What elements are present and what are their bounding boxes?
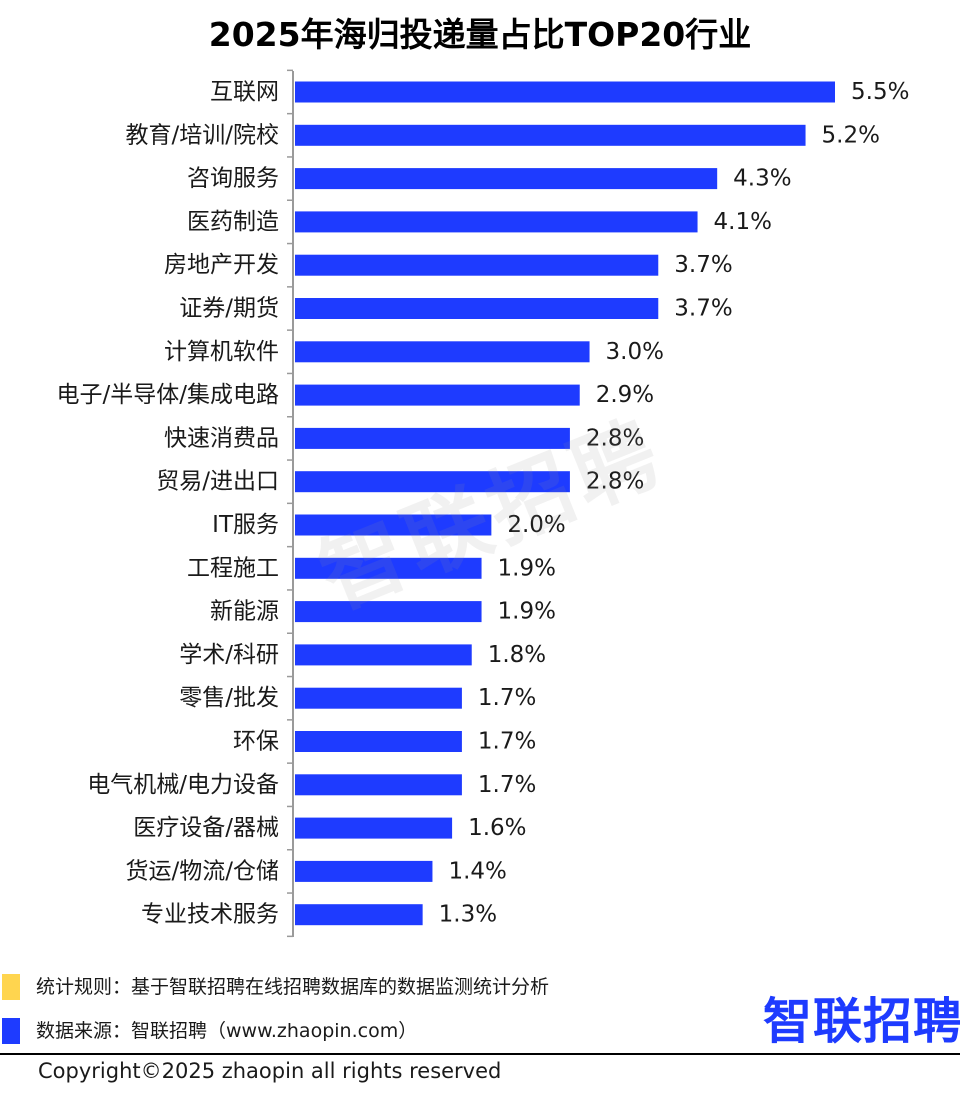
note-source-text: 数据来源：智联招聘（www.zhaopin.com） xyxy=(36,1020,418,1042)
value-label: 5.2% xyxy=(822,122,880,148)
value-label: 3.7% xyxy=(674,252,732,278)
category-label: 电气机械/电力设备 xyxy=(87,772,279,798)
bar xyxy=(295,254,659,276)
category-label: 快速消费品 xyxy=(164,425,279,451)
category-label: 医药制造 xyxy=(187,209,279,235)
bar xyxy=(295,81,835,103)
category-label: 专业技术服务 xyxy=(141,902,279,928)
bar xyxy=(295,384,580,406)
value-label: 1.7% xyxy=(478,729,536,755)
value-label: 1.3% xyxy=(439,902,497,928)
bars xyxy=(295,81,835,926)
bar xyxy=(295,860,433,882)
bar xyxy=(295,644,472,666)
bar xyxy=(295,817,453,839)
bar xyxy=(295,687,462,709)
category-label: 新能源 xyxy=(210,599,279,625)
bar xyxy=(295,601,482,623)
bar xyxy=(295,471,570,493)
category-label: 房地产开发 xyxy=(164,252,279,278)
bar xyxy=(295,557,482,579)
note-rule-text: 统计规则：基于智联招聘在线招聘数据库的数据监测统计分析 xyxy=(36,976,550,998)
category-label: 电子/半导体/集成电路 xyxy=(57,382,280,408)
value-label: 5.5% xyxy=(851,79,909,105)
category-label: 零售/批发 xyxy=(179,685,279,711)
category-label: 医疗设备/器械 xyxy=(133,815,279,841)
value-label: 1.7% xyxy=(478,772,536,798)
value-label: 2.9% xyxy=(596,382,654,408)
value-label: 1.8% xyxy=(488,642,546,668)
value-label: 2.8% xyxy=(586,425,644,451)
note-rule-swatch xyxy=(2,974,20,1000)
bar xyxy=(295,904,423,926)
brand-logo: 智联招聘 xyxy=(763,993,960,1050)
bar xyxy=(295,168,718,190)
labels: 互联网 5.5% 教育/培训/院校 5.2% 咨询服务 4.3% 医药制造 4.1% 房地产开发… xyxy=(57,79,910,928)
category-label: 贸易/进出口 xyxy=(156,469,279,495)
chart-title: 2025年海归投递量占比TOP20行业 xyxy=(208,15,752,54)
footer-divider xyxy=(0,1053,960,1055)
category-label: 咨询服务 xyxy=(187,166,279,192)
value-label: 4.1% xyxy=(714,209,772,235)
bar xyxy=(295,774,462,796)
category-label: 计算机软件 xyxy=(164,339,279,365)
bar xyxy=(295,124,806,146)
note-rule: 统计规则：基于智联招聘在线招聘数据库的数据监测统计分析 xyxy=(0,966,700,1000)
copyright-text: Copyright©2025 zhaopin all rights reserv… xyxy=(38,1059,502,1083)
value-label: 3.7% xyxy=(674,296,732,322)
bar xyxy=(295,514,492,536)
bar xyxy=(295,427,570,449)
bar-chart: 互联网 5.5% 教育/培训/院校 5.2% 咨询服务 4.3% 医药制造 4.1% 房地产开发… xyxy=(57,69,910,938)
note-source: 数据来源：智联招聘（www.zhaopin.com） xyxy=(0,1010,700,1044)
value-label: 2.0% xyxy=(507,512,565,538)
bar xyxy=(295,211,698,233)
value-label: 1.7% xyxy=(478,685,536,711)
category-label: 教育/培训/院校 xyxy=(126,122,280,148)
category-label: 工程施工 xyxy=(187,555,279,581)
category-label: 证券/期货 xyxy=(179,296,279,322)
value-label: 3.0% xyxy=(606,339,664,365)
value-label: 1.9% xyxy=(498,555,556,581)
bar xyxy=(295,341,590,363)
note-source-swatch xyxy=(2,1018,20,1044)
value-label: 1.6% xyxy=(468,815,526,841)
category-label: 互联网 xyxy=(210,79,279,105)
category-label: 环保 xyxy=(233,729,279,755)
bar xyxy=(295,731,462,752)
value-label: 2.8% xyxy=(586,469,644,495)
value-label: 1.4% xyxy=(448,858,506,884)
category-label: 货运/物流/仓储 xyxy=(126,858,280,884)
value-label: 1.9% xyxy=(498,599,556,625)
bar xyxy=(295,298,659,319)
category-label: 学术/科研 xyxy=(179,642,279,668)
category-label: IT服务 xyxy=(212,512,279,538)
value-label: 4.3% xyxy=(733,166,791,192)
